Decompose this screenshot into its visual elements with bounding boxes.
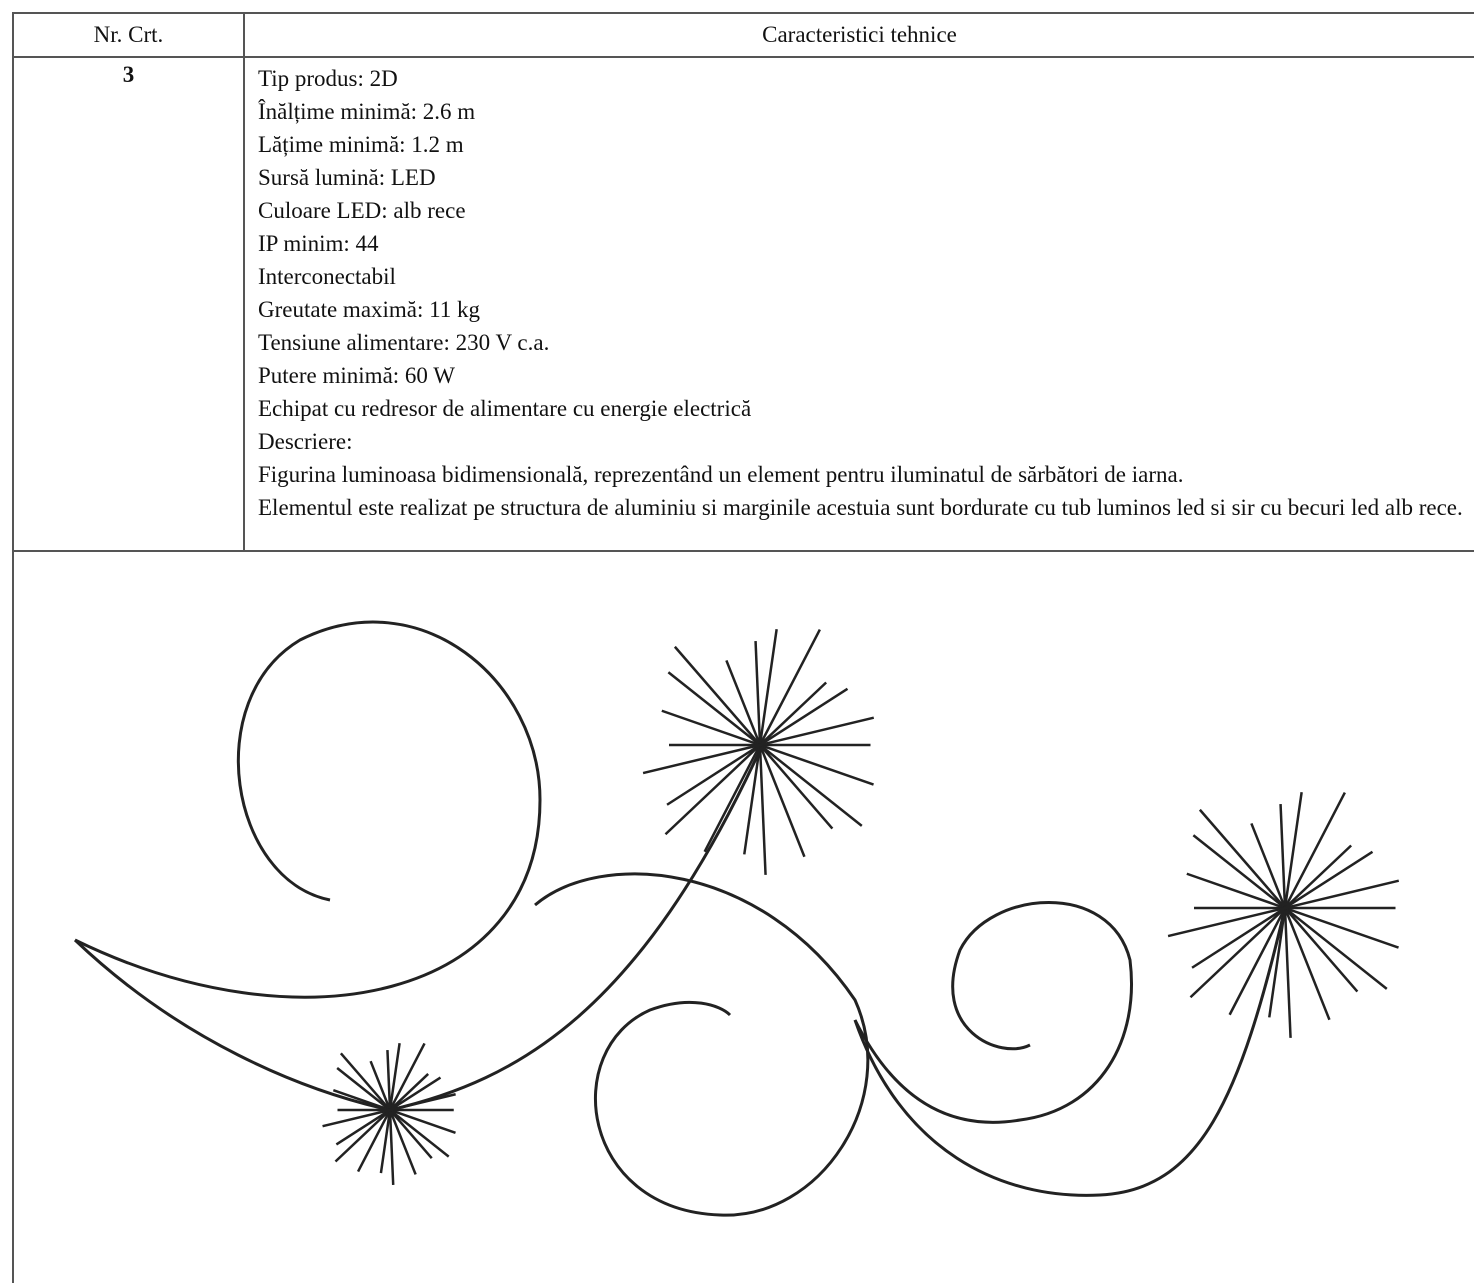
spec-line: Lățime minimă: 1.2 m — [258, 132, 464, 157]
star-ray — [1279, 804, 1292, 1038]
curve — [389, 749, 762, 1112]
spec-line: Sursă lumină: LED — [258, 165, 436, 190]
nr: 3 — [122, 62, 135, 87]
spec-line: Tensiune alimentare: 230 V c.a. — [258, 330, 550, 355]
spec-line: Culoare LED: alb rece — [258, 198, 466, 223]
spec-line: Echipat cu redresor de alimentare cu ene… — [258, 396, 752, 421]
nr-cell: 3 — [12, 56, 243, 550]
star-ray — [673, 645, 834, 830]
star-ray — [703, 629, 821, 853]
drawing-cell — [12, 550, 1474, 1283]
spec-line: Înălțime minimă: 2.6 m — [258, 99, 476, 124]
spec-line: Putere minimă: 60 W — [258, 363, 455, 388]
spec-line: Tip produs: 2D — [258, 66, 398, 91]
star-ray — [661, 709, 874, 786]
star-ray — [1189, 844, 1353, 999]
curve — [74, 620, 542, 999]
star-ray — [334, 1073, 430, 1163]
star-ray — [322, 1093, 456, 1128]
star-ray — [386, 1050, 395, 1185]
star-ray — [664, 681, 828, 836]
star-ray — [1167, 879, 1400, 938]
spec-line: Descriere: — [258, 429, 353, 454]
spec-line: Figurina luminoasa bidimensională, repre… — [258, 462, 1184, 487]
curve — [853, 907, 1287, 1197]
header-text: Caracteristici tehnice — [762, 22, 957, 47]
star-ray — [1250, 822, 1331, 1021]
star-ray — [642, 716, 875, 775]
star-ray — [1198, 808, 1359, 993]
spec-line: Interconectabil — [258, 264, 396, 289]
header-cell: Caracteristici tehnice — [243, 12, 1474, 56]
spec-line: Elementul este realizat pe structura de … — [258, 495, 1463, 520]
star-ray — [725, 659, 806, 858]
header-text: Nr. Crt. — [93, 22, 164, 47]
star-ray — [1186, 872, 1399, 949]
star-ray — [754, 641, 767, 875]
curve — [73, 938, 391, 1112]
spec-line: Greutate maximă: 11 kg — [258, 297, 481, 322]
star-ray — [1228, 792, 1346, 1016]
curve — [853, 901, 1133, 1124]
curve — [534, 872, 870, 1217]
spec-line: IP minim: 44 — [258, 231, 379, 256]
star-ray — [332, 1089, 456, 1135]
star-ray — [369, 1060, 417, 1175]
specs-cell: Tip produs: 2D Înălțime minimă: 2.6 m Lăți… — [243, 56, 1474, 550]
star-ray — [339, 1052, 433, 1159]
header-cell: Nr. Crt. — [12, 12, 243, 56]
